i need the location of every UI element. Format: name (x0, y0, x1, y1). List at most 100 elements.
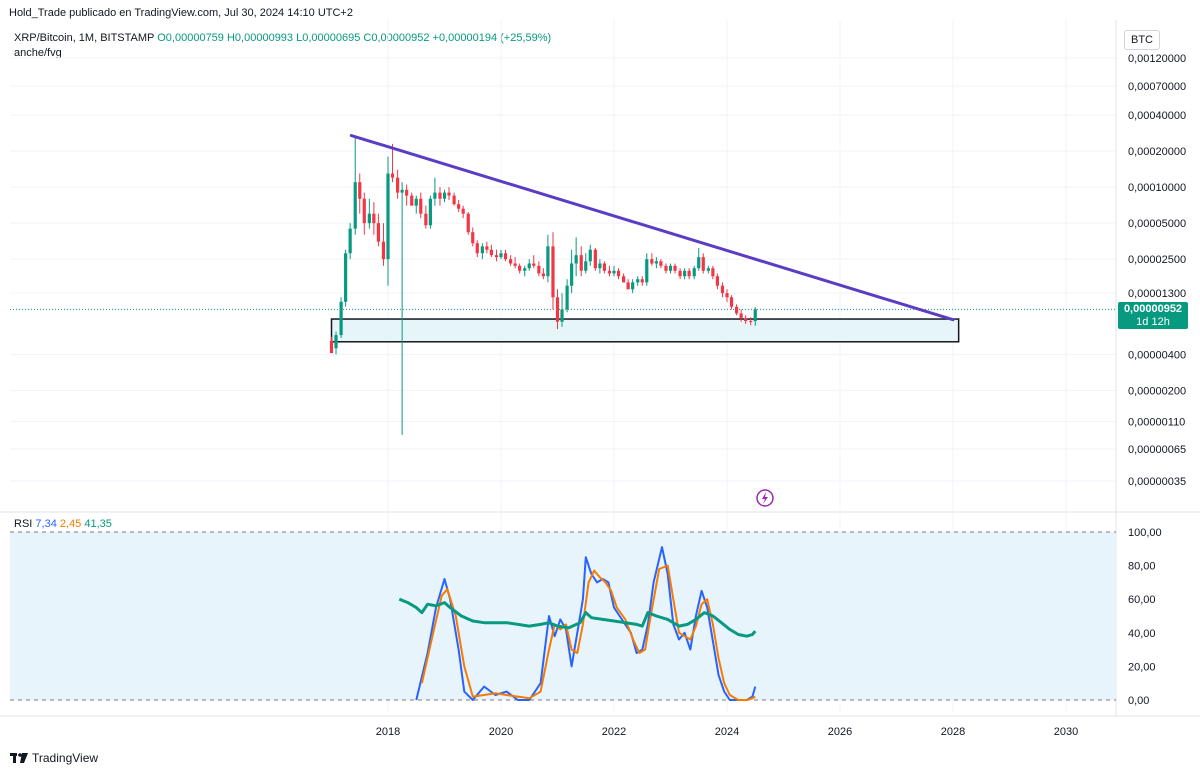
indicator-label[interactable]: anche/fvg (14, 47, 62, 59)
candle (626, 279, 630, 290)
candle-body (715, 276, 719, 286)
candle-body (424, 213, 428, 226)
candle-body (339, 301, 343, 336)
candle-body (344, 253, 348, 302)
currency-button[interactable]: BTC (1124, 30, 1160, 50)
candle (390, 143, 395, 183)
candle (551, 232, 555, 310)
candle-body (678, 270, 682, 277)
candle-body (362, 198, 366, 224)
candle (367, 198, 371, 229)
candle-body (650, 259, 654, 264)
candle (461, 205, 465, 219)
candle (503, 249, 508, 262)
candle-body (744, 318, 748, 322)
price-axis-label: 0,00002500 (1128, 254, 1186, 266)
candle-body (419, 198, 423, 214)
candle-body (485, 246, 489, 250)
candle (636, 276, 640, 286)
rsi-axis-label: 100,00 (1128, 527, 1162, 539)
candle (358, 173, 362, 214)
candle-body (749, 321, 753, 323)
candle (485, 241, 489, 254)
candle-body (588, 249, 592, 262)
candle (428, 195, 432, 229)
candle (442, 189, 447, 203)
candle (344, 249, 348, 307)
candle (570, 249, 574, 294)
candle-body (518, 265, 522, 271)
candle (664, 263, 668, 274)
candle (692, 265, 696, 280)
candle (447, 187, 451, 201)
candle (419, 192, 423, 219)
price-axis-label: 0,00010000 (1128, 182, 1186, 194)
candle (654, 257, 658, 269)
candle-body (537, 265, 541, 274)
time-axis-label: 2018 (376, 726, 400, 738)
candle-body (555, 297, 560, 322)
support-zone (330, 318, 960, 343)
open-value: O0,00000759 (157, 32, 224, 44)
candle-body (489, 249, 493, 256)
candle-body (565, 285, 569, 310)
candle-body (739, 313, 743, 319)
candle (683, 268, 687, 280)
candle-body (480, 246, 484, 254)
candle (376, 213, 380, 247)
candle (720, 282, 725, 298)
candle (532, 255, 536, 269)
candle-body (753, 309, 757, 322)
candle-body (466, 213, 470, 233)
candle-body (513, 263, 517, 266)
candle (494, 249, 499, 262)
candle (410, 192, 414, 206)
candle-body (532, 263, 536, 266)
candle (584, 253, 588, 274)
candle (612, 265, 616, 277)
price-axis-label: 0,00000035 (1128, 476, 1186, 488)
candle (339, 297, 343, 338)
candle-body (461, 208, 465, 214)
rsi-legend: RSI 7,34 2,45 41,35 (14, 518, 112, 530)
tradingview-logo[interactable]: TradingView (10, 751, 98, 765)
candle (729, 295, 734, 310)
candle (706, 265, 710, 274)
candle-body (452, 195, 456, 205)
candle (541, 268, 545, 280)
time-axis-label: 2030 (1054, 726, 1078, 738)
last-price: 0,00000952 (1123, 303, 1183, 315)
candle (579, 246, 583, 277)
candle-body (329, 340, 334, 354)
rsi-axis-label: 20,00 (1128, 661, 1156, 673)
candle-body (673, 265, 677, 271)
candle (546, 234, 550, 283)
candle (475, 240, 479, 258)
candle (457, 200, 461, 212)
candle (396, 169, 400, 199)
price-axis-label: 0,00000065 (1128, 444, 1186, 456)
candle (362, 192, 366, 235)
candle-countdown: 1d 12h (1136, 316, 1170, 328)
candle-body (701, 257, 705, 271)
candle (499, 249, 503, 260)
candle (715, 273, 719, 290)
rsi-label[interactable]: RSI (14, 518, 33, 530)
candle (353, 135, 357, 235)
candle-body (447, 192, 451, 196)
symbol-label[interactable]: XRP/Bitcoin, 1M, BITSTAMP (14, 32, 155, 44)
candle (753, 307, 757, 326)
candle (640, 276, 644, 286)
candle-body (499, 253, 503, 258)
candle-body (574, 255, 578, 264)
candle-body (593, 249, 597, 269)
high-value: H0,00000993 (226, 32, 294, 44)
candle (607, 265, 612, 277)
candle (687, 268, 691, 280)
trendline (349, 134, 955, 322)
candle-body (735, 306, 739, 314)
candle (749, 317, 753, 326)
low-value: L0,00000695 (296, 32, 361, 44)
candle (438, 187, 442, 206)
